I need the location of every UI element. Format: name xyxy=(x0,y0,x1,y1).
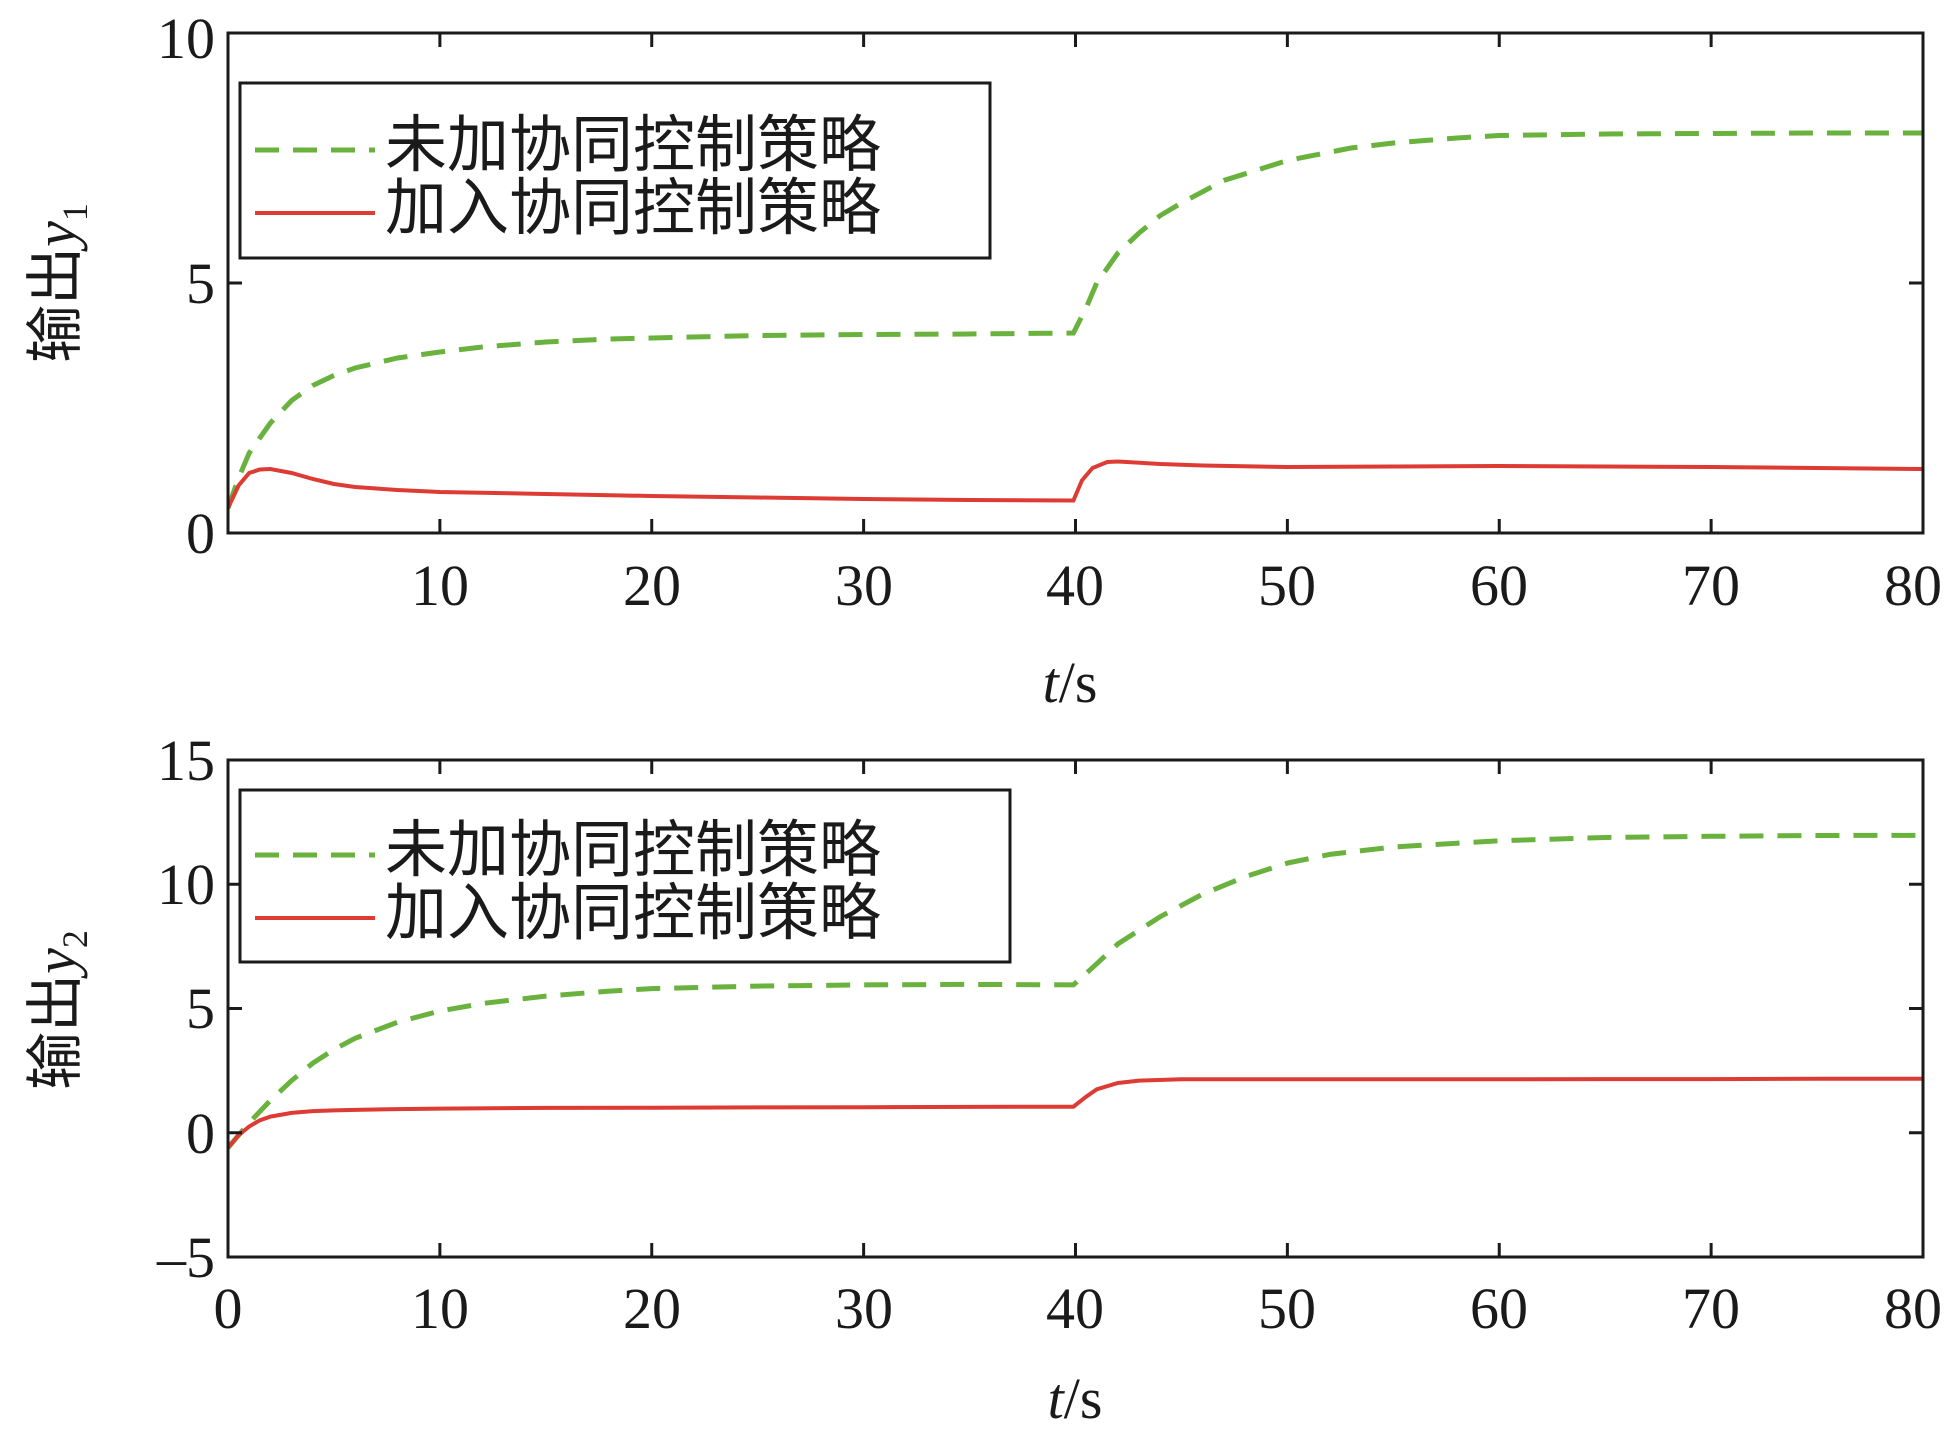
y2-ytick-label: –5 xyxy=(156,1225,215,1290)
y1-ytick-label: 0 xyxy=(186,501,215,566)
y1-xtick-label: 60 xyxy=(1470,553,1528,618)
y1-series-group xyxy=(228,130,1923,509)
y2-xtick-label: 0 xyxy=(214,1276,243,1341)
y2-yaxis-title: 输出y2 xyxy=(23,930,95,1090)
chart-panel-y2: –5 0 5 10 15 0 10 20 30 40 50 60 70 80 t… xyxy=(23,728,1942,1431)
y1-xtick-label: 20 xyxy=(623,553,681,618)
y2-legend-box xyxy=(238,788,1012,964)
y2-ytick-label: 15 xyxy=(157,728,215,793)
y1-xaxis-title: t/s xyxy=(1043,650,1098,715)
y2-xtick-label: 30 xyxy=(835,1276,893,1341)
y1-legend-label-coordinated: 加入协同控制策略 xyxy=(385,175,881,243)
y2-xtick-label: 60 xyxy=(1470,1276,1528,1341)
y2-legend-label-uncoordinated: 未加协同控制策略 xyxy=(385,817,881,885)
y1-yaxis-title: 输出y1 xyxy=(23,203,95,363)
y2-tick-marks xyxy=(226,758,1925,1259)
y1-ytick-label: 10 xyxy=(157,6,215,71)
y2-legend-label-coordinated: 加入协同控制策略 xyxy=(385,880,881,948)
y1-xtick-label: 70 xyxy=(1682,553,1740,618)
y1-legend-box xyxy=(238,81,992,260)
y1-ytick-label: 5 xyxy=(186,251,215,316)
y1-line-uncoordinated xyxy=(228,130,1923,509)
y1-legend-label-uncoordinated: 未加协同控制策略 xyxy=(385,112,881,180)
y1-xtick-label: 50 xyxy=(1258,553,1316,618)
y2-xtick-label: 40 xyxy=(1046,1276,1104,1341)
y1-xtick-label: 80 xyxy=(1884,553,1942,618)
y1-xtick-label: 30 xyxy=(835,553,893,618)
y2-line-coordinated xyxy=(228,1076,1923,1149)
chart-panel-y1: 0 5 10 10 20 30 40 50 60 70 80 t/s 输出y1 … xyxy=(23,6,1942,715)
y2-xtick-label: 20 xyxy=(623,1276,681,1341)
y2-xaxis-title: t/s xyxy=(1048,1366,1103,1431)
y1-tick-marks xyxy=(228,31,1925,535)
y2-line-uncoordinated xyxy=(228,832,1923,1150)
y2-ytick-label: 10 xyxy=(157,852,215,917)
y2-ytick-label: 5 xyxy=(186,976,215,1041)
y1-xtick-label: 10 xyxy=(411,553,469,618)
y1-line-coordinated xyxy=(228,459,1923,509)
y2-xtick-label: 70 xyxy=(1682,1276,1740,1341)
y2-xtick-label: 80 xyxy=(1884,1276,1942,1341)
y2-ytick-label: 0 xyxy=(186,1101,215,1166)
y2-legend: 未加协同控制策略 加入协同控制策略 xyxy=(238,788,1012,964)
y2-xtick-label: 10 xyxy=(411,1276,469,1341)
y2-series-group xyxy=(228,832,1923,1150)
y2-xtick-label: 50 xyxy=(1258,1276,1316,1341)
y1-legend: 未加协同控制策略 加入协同控制策略 xyxy=(238,81,992,260)
y1-xtick-label: 40 xyxy=(1046,553,1104,618)
